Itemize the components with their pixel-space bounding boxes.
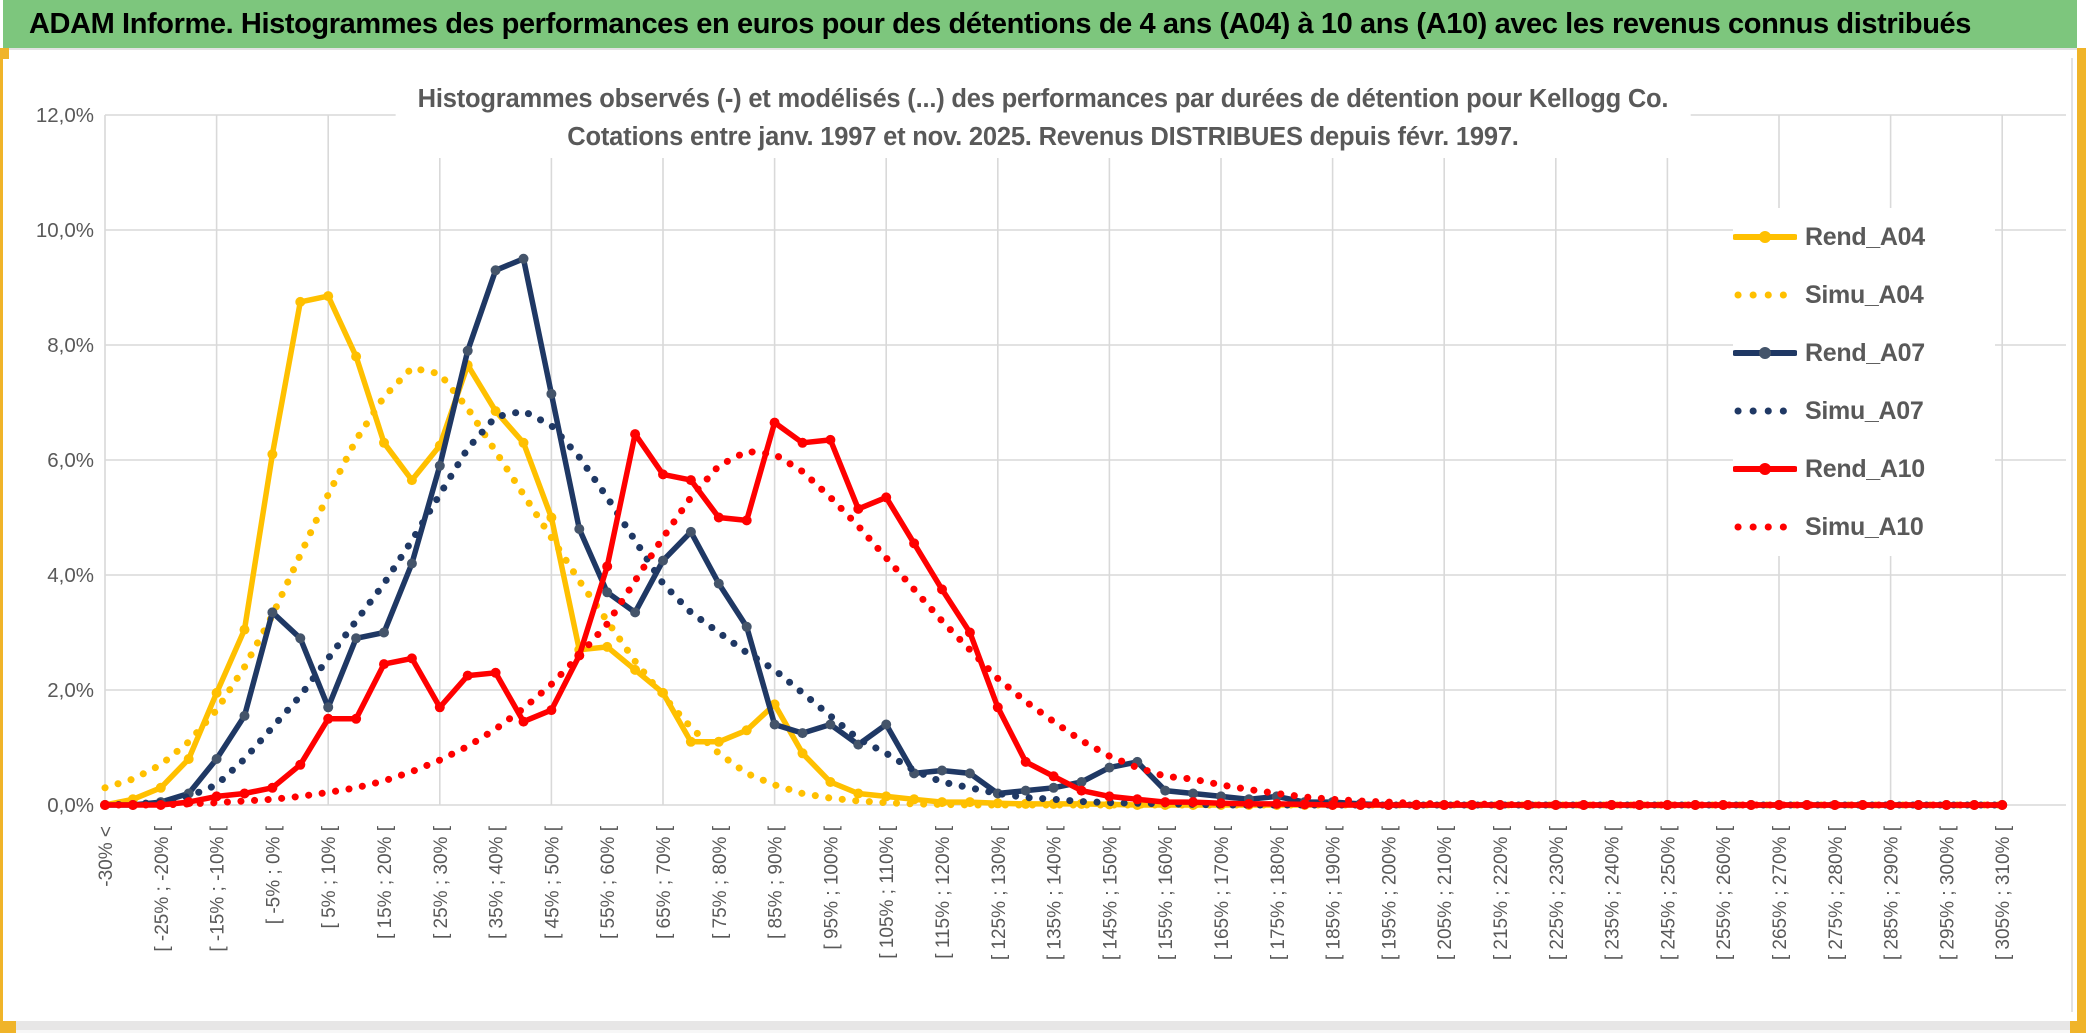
legend-label: Simu_A10: [1805, 512, 1924, 541]
x-axis-label: [ -25% ; -20% [: [152, 825, 173, 951]
y-axis-label: 0,0%: [47, 794, 94, 817]
y-axis-label: 6,0%: [47, 449, 94, 472]
series-Simu_A07: [101, 407, 2006, 809]
x-axis-label: [ 145% ; 150% [: [1100, 825, 1121, 960]
x-axis-label: [ 75% ; 80% [: [710, 825, 731, 939]
x-axis-label: -30% <: [96, 826, 117, 887]
legend-item-Rend_A04[interactable]: Rend_A04: [1733, 208, 1995, 266]
series-Rend_A07-line: [102, 256, 2005, 808]
x-axis-label: [ 125% ; 130% [: [989, 825, 1010, 960]
y-axis-label: 12,0%: [36, 104, 94, 127]
dotted-line-swatch-icon: [1734, 523, 1796, 531]
legend-item-Simu_A04[interactable]: Simu_A04: [1733, 266, 1995, 324]
bottom-edge-bar: [0, 1021, 2086, 1033]
legend-item-Simu_A10[interactable]: Simu_A10: [1733, 498, 1995, 556]
gold-frame-corner-bottom-left: [0, 1021, 16, 1033]
series-Rend_A04-line: [102, 293, 2005, 808]
y-axis-label: 8,0%: [47, 334, 94, 357]
x-axis-label: [ 205% ; 210% [: [1435, 825, 1456, 960]
x-axis-label: [ 165% ; 170% [: [1212, 825, 1233, 960]
dotted-line-swatch-icon: [1734, 407, 1796, 415]
solid-line-swatch-icon: [1733, 347, 1797, 359]
y-axis-labels: 0,0% 2,0% 4,0% 6,0% 8,0% 10,0% 12,0%: [36, 104, 94, 817]
series-Simu_A04-dotted-line: [101, 364, 2006, 809]
series-Rend_A10-markers: [100, 417, 2008, 810]
chart-title-block: Histogrammes observés (-) et modélisés (…: [395, 78, 1691, 158]
solid-line-swatch-icon: [1733, 463, 1797, 475]
x-axis-label: [ 185% ; 190% [: [1324, 825, 1345, 960]
x-axis-label: [ 225% ; 230% [: [1547, 825, 1568, 960]
x-axis-label: [ 25% ; 30% [: [431, 825, 452, 939]
gold-frame-corner-bottom-right: [2070, 1021, 2086, 1033]
x-axis-label: [ 65% ; 70% [: [654, 825, 675, 939]
solid-line-swatch-icon: [1733, 231, 1797, 243]
x-axis-label: [ 135% ; 140% [: [1045, 825, 1066, 960]
series-Rend_A10: [100, 417, 2008, 810]
x-axis-label: [ 245% ; 250% [: [1658, 825, 1679, 960]
series-Simu_A10-dotted-line: [101, 447, 2006, 809]
chart-title: Histogrammes observés (-) et modélisés (…: [417, 85, 1669, 113]
x-axis-label: [ 275% ; 280% [: [1826, 825, 1847, 960]
y-axis-label: 10,0%: [36, 219, 94, 242]
x-axis-label: [ 55% ; 60% [: [598, 825, 619, 939]
gridlines: [104, 58, 2073, 1012]
chart-legend: Rend_A04 Simu_A04 Rend_A07 Simu_A07 Rend_A10…: [1733, 208, 1995, 556]
legend-label: Simu_A04: [1805, 280, 1924, 309]
legend-label: Simu_A07: [1805, 396, 1924, 425]
x-axis-label: [ 105% ; 110% [: [877, 825, 898, 958]
series-Rend_A07-markers: [100, 253, 2008, 810]
chart-subtitle: Cotations entre janv. 1997 et nov. 2025.…: [567, 123, 1519, 151]
x-axis-label: [ 235% ; 240% [: [1603, 825, 1624, 960]
y-axis-label: 2,0%: [47, 679, 94, 702]
x-axis-label: [ 295% ; 300% [: [1937, 825, 1958, 960]
x-axis-label: [ 35% ; 40% [: [487, 825, 508, 939]
legend-label: Rend_A07: [1805, 338, 1925, 367]
x-axis-label: [ -15% ; -10% [: [208, 825, 229, 951]
series-Simu_A10: [101, 447, 2006, 809]
legend-label: Rend_A04: [1805, 222, 1925, 251]
gold-frame-left-accent: [0, 48, 3, 1033]
legend-item-Rend_A07[interactable]: Rend_A07: [1733, 324, 1995, 382]
series-Rend_A04: [100, 291, 2008, 810]
x-axis-label: [ 285% ; 290% [: [1882, 825, 1903, 960]
x-axis-label: [ 45% ; 50% [: [542, 825, 563, 939]
report-header-bar: ADAM Informe. Histogrammes des performan…: [3, 0, 2077, 50]
x-axis-label: [ 215% ; 220% [: [1491, 825, 1512, 960]
x-axis-label: [ 255% ; 260% [: [1714, 825, 1735, 960]
x-axis-label: [ 305% ; 310% [: [1993, 825, 2014, 960]
x-axis-label: [ 115% ; 120% [: [933, 825, 954, 958]
legend-item-Rend_A10[interactable]: Rend_A10: [1733, 440, 1995, 498]
y-axis-label: 4,0%: [47, 564, 94, 587]
x-axis-label: [ 175% ; 180% [: [1268, 825, 1289, 960]
series-Simu_A04: [101, 364, 2006, 809]
x-axis-label: [ 265% ; 270% [: [1770, 825, 1791, 960]
x-axis-labels: -30% < [ -25% ; -20% [ [ -15% ; -10% [ [ -5…: [96, 825, 2014, 960]
dotted-line-swatch-icon: [1734, 291, 1796, 299]
x-axis-label: [ 15% ; 20% [: [375, 825, 396, 939]
x-axis-label: [ 195% ; 200% [: [1379, 825, 1400, 960]
x-axis-label: [ 155% ; 160% [: [1156, 825, 1177, 960]
series-Simu_A07-dotted-line: [101, 407, 2006, 809]
x-axis-label: [ 85% ; 90% [: [766, 825, 787, 939]
gold-frame-corner-top-left: [0, 48, 9, 59]
performance-histogram-chart[interactable]: 0,0% 2,0% 4,0% 6,0% 8,0% 10,0% 12,0% -30% < [ -2…: [0, 48, 2086, 1033]
x-axis-label: [ 95% ; 100% [: [821, 825, 842, 949]
legend-item-Simu_A07[interactable]: Simu_A07: [1733, 382, 1995, 440]
series-Rend_A04-markers: [100, 291, 2008, 810]
x-axis-label: [ 5% ; 10% [: [319, 825, 340, 928]
report-title: ADAM Informe. Histogrammes des performan…: [29, 7, 1971, 40]
legend-label: Rend_A10: [1805, 454, 1925, 483]
x-axis-label: [ -5% ; 0% [: [263, 825, 284, 924]
gold-frame-right-accent: [2077, 48, 2086, 1033]
series-Rend_A07: [100, 253, 2008, 810]
